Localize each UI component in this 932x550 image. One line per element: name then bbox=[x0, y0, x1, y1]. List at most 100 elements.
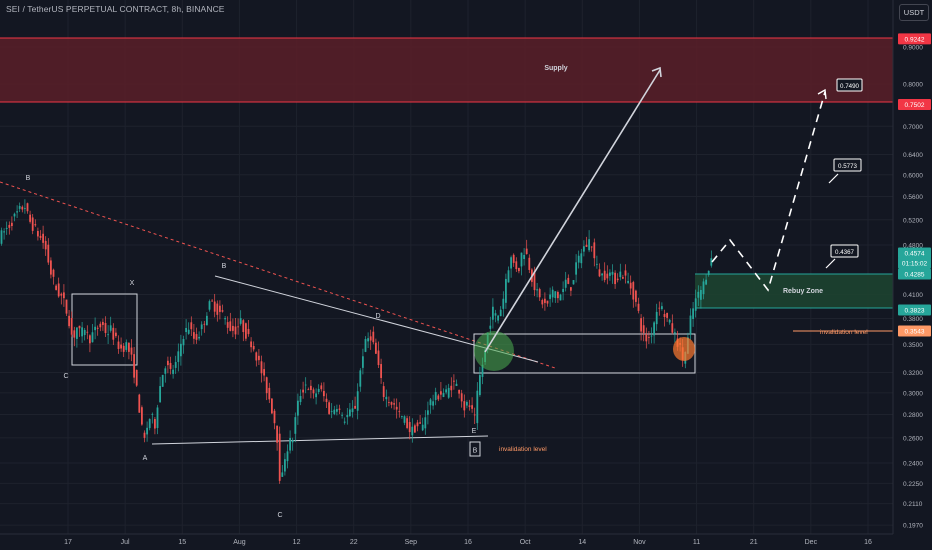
candle-body bbox=[310, 385, 312, 391]
price-axis[interactable]: 0.9000 0.8000 0.7000 0.6400 0.6000 0.5600 0.52… bbox=[892, 0, 931, 534]
candle-body bbox=[606, 273, 609, 279]
countdown-badge bbox=[898, 257, 931, 269]
candle-body bbox=[554, 291, 557, 299]
breakout-circle-green[interactable] bbox=[474, 331, 514, 371]
candle-body bbox=[700, 289, 702, 300]
x-tick-label: 12 bbox=[293, 539, 301, 546]
projection-arrow-line[interactable] bbox=[484, 69, 661, 353]
triangle-lower-line[interactable] bbox=[151, 435, 489, 445]
candle-body bbox=[668, 319, 671, 323]
x-tick-label: Dec bbox=[805, 539, 818, 546]
candle-body bbox=[63, 292, 65, 299]
candle-body bbox=[663, 314, 666, 318]
target-label-2[interactable]: 0.5773 bbox=[833, 158, 862, 172]
candle-body bbox=[575, 262, 577, 275]
candle-body bbox=[76, 327, 78, 339]
candle-body bbox=[549, 294, 551, 299]
candle-body bbox=[497, 315, 499, 321]
candle-body bbox=[47, 244, 50, 263]
candle-body bbox=[216, 303, 219, 315]
y-tick-label: 0.2110 bbox=[903, 501, 923, 508]
candle-body bbox=[86, 331, 89, 333]
candle-body bbox=[494, 313, 497, 316]
candle-body bbox=[237, 326, 239, 328]
candle-body bbox=[640, 318, 642, 332]
retest-circle-orange[interactable] bbox=[673, 337, 695, 361]
candle-body bbox=[489, 325, 492, 329]
candle-body bbox=[434, 391, 437, 400]
accumulation-box[interactable] bbox=[473, 333, 696, 374]
candle-body bbox=[18, 206, 21, 209]
candle-body bbox=[616, 278, 619, 281]
candle-body bbox=[471, 405, 473, 409]
price-marker-badge bbox=[898, 325, 931, 337]
price-marker-badge bbox=[898, 268, 931, 280]
candle-body bbox=[281, 472, 284, 477]
candle-body bbox=[172, 369, 174, 374]
candle-body bbox=[603, 270, 606, 281]
y-tick-label: 0.2250 bbox=[903, 481, 923, 488]
candle-body bbox=[492, 306, 494, 320]
target-label-3[interactable]: 0.4367 bbox=[830, 244, 859, 258]
candle-body bbox=[320, 385, 323, 390]
candle-body bbox=[653, 322, 655, 336]
candle-body bbox=[427, 410, 429, 415]
candle-body bbox=[580, 253, 583, 264]
candle-body bbox=[692, 308, 694, 319]
candle-body bbox=[650, 335, 653, 337]
candle-body bbox=[541, 299, 544, 305]
price-marker-badge bbox=[898, 247, 931, 259]
candle-body bbox=[546, 300, 549, 304]
time-axis[interactable]: 17 Jul 15 Aug 12 22 Sep 16 Oct 14 Nov 11 21 Dec 16 bbox=[0, 533, 893, 546]
rebuy-zone[interactable] bbox=[695, 274, 893, 308]
candle-body bbox=[416, 422, 419, 427]
candle-body bbox=[354, 405, 356, 409]
candle-body bbox=[351, 408, 354, 413]
candle-body bbox=[611, 271, 614, 275]
candle-body bbox=[336, 409, 338, 412]
target-label-1[interactable]: 0.7490 bbox=[836, 78, 863, 92]
price-marker-badge bbox=[898, 98, 931, 110]
candle-body bbox=[481, 364, 484, 377]
candle-body bbox=[258, 355, 260, 361]
currency-button[interactable]: USDT bbox=[899, 4, 929, 21]
supply-zone[interactable] bbox=[0, 38, 893, 102]
candle-body bbox=[81, 327, 83, 337]
candle-body bbox=[239, 318, 242, 324]
candle-body bbox=[356, 391, 359, 411]
chart-title: SEI / TetherUS PERPETUAL CONTRACT, 8h, B… bbox=[6, 4, 225, 14]
x-tick-label: Oct bbox=[520, 539, 531, 546]
candle-body bbox=[138, 394, 141, 413]
y-tick-label: 0.1970 bbox=[903, 523, 923, 530]
candle-body bbox=[143, 432, 146, 438]
candle-body bbox=[271, 398, 273, 414]
candle-body bbox=[447, 387, 450, 398]
candle-body bbox=[666, 312, 668, 318]
candle-body bbox=[29, 214, 31, 222]
price-marker-badge bbox=[898, 33, 931, 45]
candle-body bbox=[655, 311, 658, 325]
projected-path-dashed[interactable] bbox=[711, 91, 826, 292]
candle-body bbox=[312, 389, 315, 394]
candle-body bbox=[133, 354, 135, 378]
candle-body bbox=[528, 257, 531, 270]
candle-body bbox=[180, 343, 182, 357]
candle-body bbox=[577, 255, 580, 263]
projected-path-arrowhead bbox=[817, 88, 827, 100]
candle-body bbox=[112, 327, 115, 340]
descending-dotted-trendline[interactable] bbox=[0, 181, 556, 369]
candle-body bbox=[502, 298, 505, 309]
x-tick-label: 14 bbox=[578, 539, 586, 546]
candle-body bbox=[109, 325, 112, 331]
candle-body bbox=[185, 327, 187, 333]
candle-body bbox=[42, 233, 44, 243]
candle-body bbox=[627, 280, 629, 283]
y-tick-label: 0.4100 bbox=[903, 292, 923, 299]
candle-body bbox=[83, 329, 86, 336]
candle-body bbox=[304, 384, 307, 386]
price-marker-text: 0.4574 bbox=[905, 251, 925, 258]
candle-body bbox=[453, 380, 455, 382]
candle-body bbox=[284, 459, 286, 472]
candle-body bbox=[154, 419, 156, 429]
